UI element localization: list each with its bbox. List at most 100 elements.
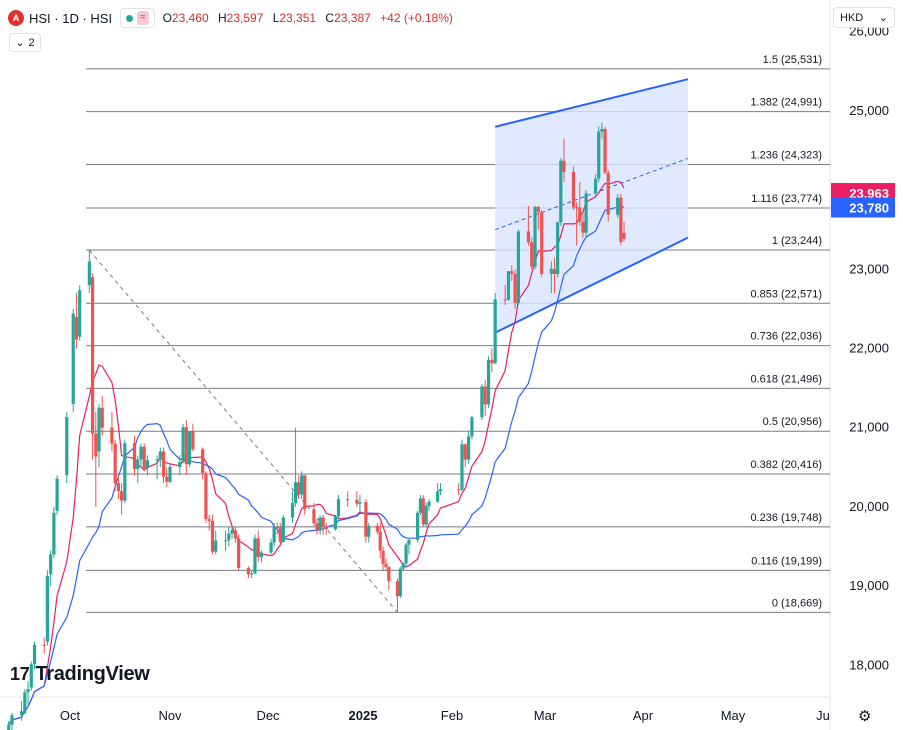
market-status[interactable]: ≈ xyxy=(120,8,155,28)
candle-body xyxy=(204,473,208,520)
candle-body xyxy=(45,575,50,642)
fib-level-label: 1 (23,244) xyxy=(772,235,822,247)
candle-body xyxy=(315,523,319,531)
y-tick-label: 22,000 xyxy=(849,341,889,356)
tradingview-mark-icon: 17 xyxy=(10,664,30,684)
currency-label: HKD xyxy=(840,11,864,24)
candle-body xyxy=(463,444,467,460)
candle-body xyxy=(404,544,408,564)
candle-body xyxy=(401,563,405,569)
candle-body xyxy=(533,206,537,267)
candle-body xyxy=(201,449,205,474)
currency-select[interactable]: HKD ⌄ xyxy=(833,7,895,28)
candle-body xyxy=(132,443,137,470)
channel-fill xyxy=(495,79,688,333)
fib-level-label: 0.736 (22,036) xyxy=(750,331,822,343)
ohlc-low: 23,351 xyxy=(279,11,317,25)
candle-body xyxy=(223,540,228,542)
candle-body xyxy=(139,446,143,460)
candle-body xyxy=(415,512,420,540)
candle-body xyxy=(324,526,328,530)
candle-body xyxy=(467,436,471,460)
x-tick-label: Oct xyxy=(60,708,81,723)
channel-upper-line xyxy=(494,78,689,128)
y-tick-label: 23,000 xyxy=(849,261,889,276)
candle-body xyxy=(421,498,425,525)
candle-body xyxy=(281,517,285,542)
fib-level-label: 1.236 (24,323) xyxy=(750,150,822,162)
indicators-toggle-button[interactable]: ⌄ 2 xyxy=(9,33,41,52)
x-tick-label: Nov xyxy=(158,708,182,723)
candle-body xyxy=(158,451,162,460)
fib-level-label: 0 (18,669) xyxy=(772,597,822,609)
fib-level-label: 1.5 (25,531) xyxy=(763,54,822,66)
candle-body xyxy=(436,491,440,502)
candle-body xyxy=(110,427,114,444)
candle-body xyxy=(530,242,534,267)
candle-body xyxy=(275,527,279,529)
candle-body xyxy=(65,417,69,476)
ohlc-change: +42 (+0.18%) xyxy=(380,11,453,25)
candle-body xyxy=(384,563,388,568)
fib-level-label: 0.5 (20,956) xyxy=(763,416,822,428)
candle-body xyxy=(375,525,379,532)
candle-body xyxy=(7,724,11,730)
candle-body xyxy=(297,482,301,495)
candle-body xyxy=(552,268,557,274)
fibonacci-retracement: 1.5 (25,531) 1.382 (24,991) 1.236 (24,323)… xyxy=(86,54,830,613)
candle-body xyxy=(556,222,560,274)
candle-body xyxy=(346,499,350,501)
candle-body xyxy=(321,517,325,527)
candle-body xyxy=(100,407,104,428)
candle-body xyxy=(94,433,98,457)
x-tick-label: Dec xyxy=(256,708,280,723)
x-tick-label: Apr xyxy=(633,708,654,723)
candle-body xyxy=(575,207,579,209)
candle-body xyxy=(300,475,304,495)
candle-body xyxy=(116,483,120,492)
candle-body xyxy=(427,501,431,507)
ohlc-high: 23,597 xyxy=(226,11,264,25)
candle-body xyxy=(272,527,276,543)
candle-body xyxy=(622,232,626,239)
candle-body xyxy=(71,313,75,404)
price-label-box xyxy=(831,197,895,218)
candle-body xyxy=(333,516,338,530)
chart-legend: A HSI · 1D · HSI ≈ O23,460 H23,597 L23,3… xyxy=(8,7,459,29)
candle-body xyxy=(395,581,400,597)
candle-body xyxy=(562,160,566,172)
time-axis: Oct Nov Dec 2025 Feb Mar Apr May Ju xyxy=(60,708,830,723)
candle-body xyxy=(381,550,385,564)
candle-body xyxy=(457,489,461,491)
candle-body xyxy=(168,466,172,482)
candle-body xyxy=(526,231,530,243)
candle-body xyxy=(29,664,33,688)
fib-level-label: 0.236 (19,748) xyxy=(750,512,822,524)
price-label: 23,963 xyxy=(849,186,889,201)
candle-body xyxy=(155,459,159,461)
x-tick-label: Mar xyxy=(534,708,557,723)
candle-body xyxy=(74,316,79,340)
settings-gear-icon[interactable]: ⚙ xyxy=(858,708,872,725)
candle-body xyxy=(424,506,428,525)
candle-body xyxy=(486,359,491,405)
candle-body xyxy=(559,160,563,223)
candle-body xyxy=(97,407,101,452)
candlesticks xyxy=(7,122,626,730)
candle-body xyxy=(513,273,517,303)
candle-body xyxy=(490,359,494,364)
tradingview-logo[interactable]: 17 TradingView xyxy=(10,663,150,686)
ohlc-low-key: L xyxy=(272,11,280,25)
candle-body xyxy=(278,527,282,542)
candle-body xyxy=(113,443,117,484)
candle-body xyxy=(227,533,231,541)
x-tick-label: Feb xyxy=(441,708,463,723)
symbol-title[interactable]: HSI · 1D · HSI xyxy=(29,10,113,26)
candle-body xyxy=(312,509,316,524)
chevron-down-icon: ⌄ xyxy=(878,12,888,24)
symbol-logo-icon: A xyxy=(8,10,24,26)
ohlc-open: 23,460 xyxy=(171,11,209,25)
candle-body xyxy=(49,554,53,575)
candle-body xyxy=(256,538,260,558)
